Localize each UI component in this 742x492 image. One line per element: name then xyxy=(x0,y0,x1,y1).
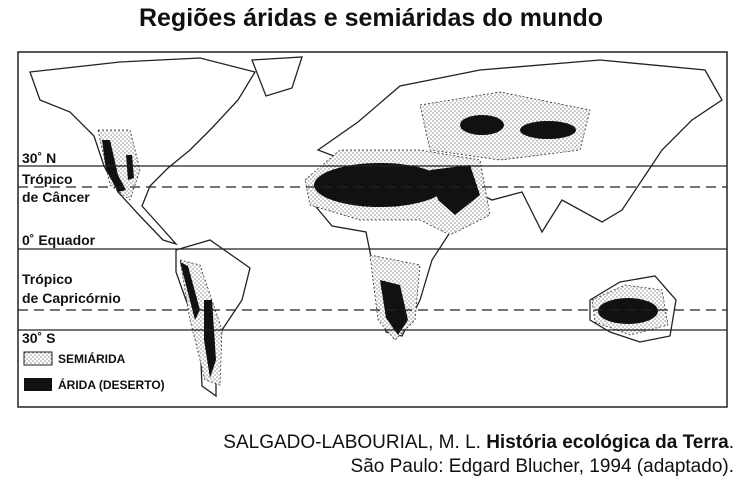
line-label: Trópico xyxy=(22,271,73,287)
line-label: de Câncer xyxy=(22,189,90,205)
legend-label: SEMIÁRIDA xyxy=(58,351,126,366)
legend-swatch-arid xyxy=(24,378,52,391)
legend-swatch-semiarid xyxy=(23,351,53,366)
line-label: 0˚ Equador xyxy=(22,232,96,248)
line-label: de Capricórnio xyxy=(22,290,121,306)
title: Regiões áridas e semiáridas do mundo xyxy=(138,4,604,32)
source-line-2: São Paulo: Edgard Blucher, 1994 (adaptad… xyxy=(350,456,734,477)
source-punct: . xyxy=(728,432,734,453)
source-author: SALGADO-LABOURIAL, M. L. xyxy=(223,432,487,453)
source-line-1: SALGADO-LABOURIAL, M. L. História ecológ… xyxy=(223,432,734,454)
legend: SEMIÁRIDA ÁRIDA (DESERTO) xyxy=(23,351,165,392)
line-label: Trópico xyxy=(22,171,73,187)
reference-lines: 30˚ N Trópico de Câncer 0˚ Equador Trópico de… xyxy=(18,150,727,346)
line-label: 30˚ S xyxy=(22,330,55,346)
source-book: História ecológica da Terra xyxy=(486,432,729,453)
map: 30˚ N Trópico de Câncer 0˚ Equador Trópico de… xyxy=(17,51,728,408)
line-label: 30˚ N xyxy=(22,150,56,166)
legend-label: ÁRIDA (DESERTO) xyxy=(58,377,165,392)
arid-regions xyxy=(102,115,658,378)
